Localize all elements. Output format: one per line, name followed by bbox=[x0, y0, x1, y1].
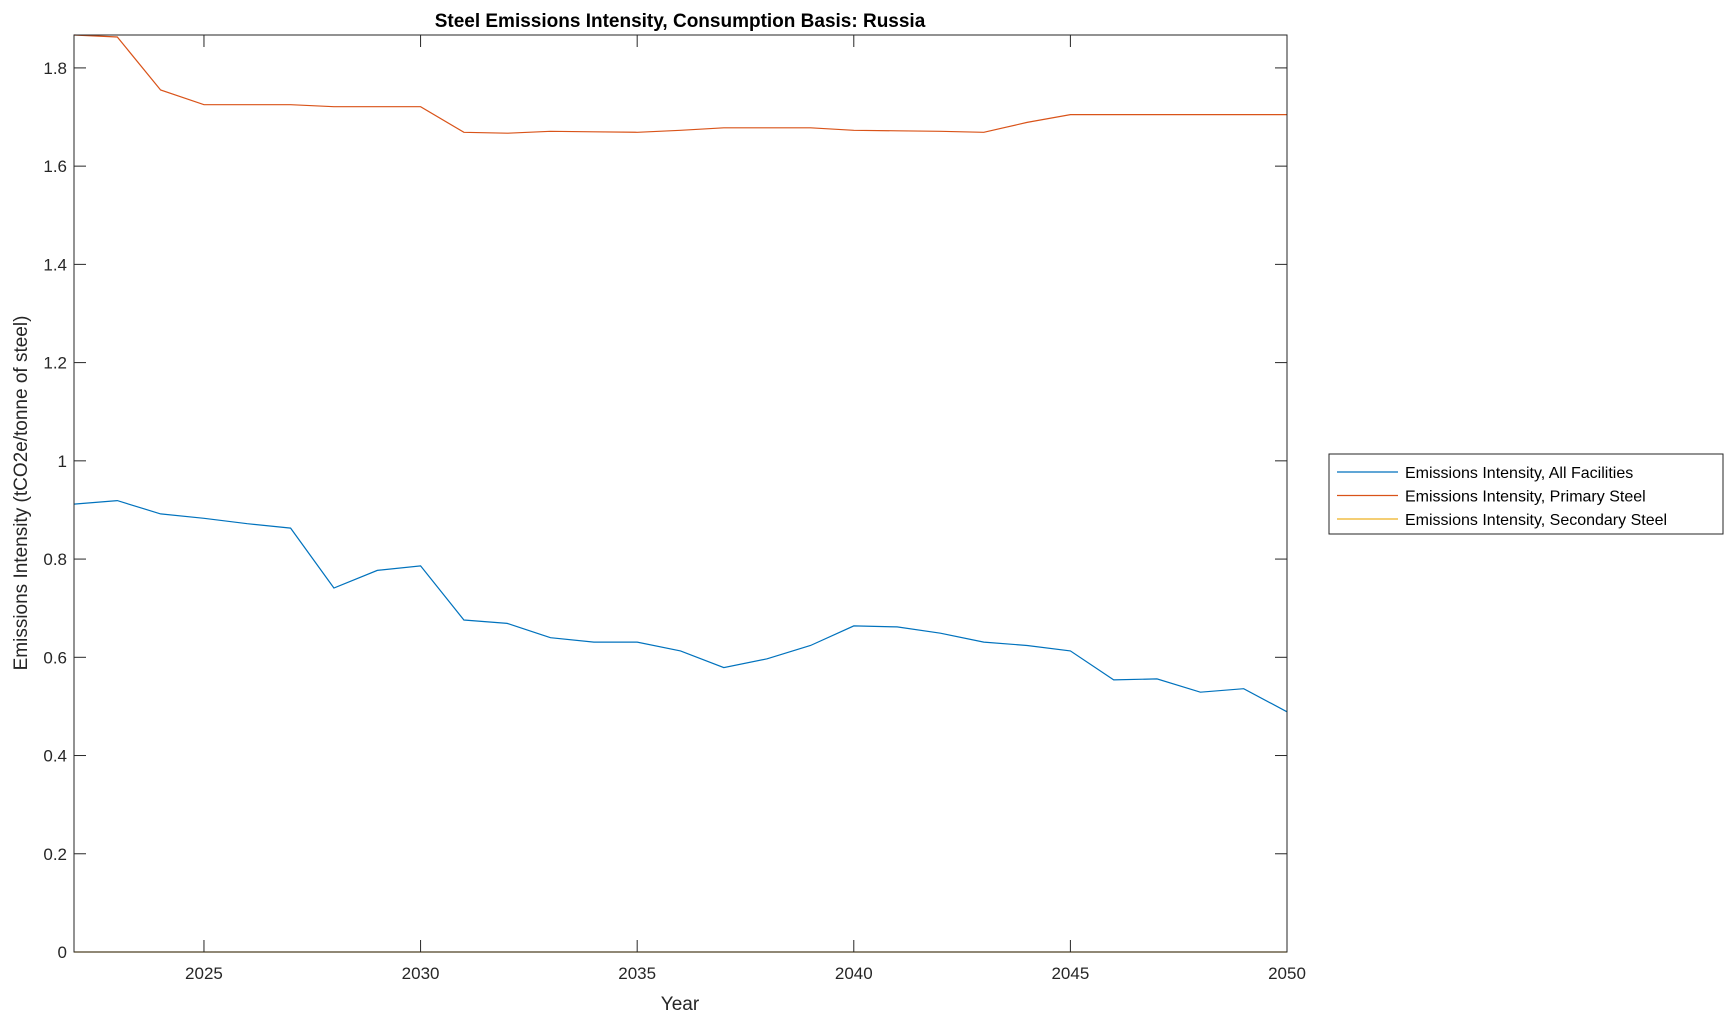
legend: Emissions Intensity, All Facilities Emiss… bbox=[1328, 453, 1724, 535]
x-axis-label: Year bbox=[661, 994, 700, 1015]
series-line-0 bbox=[73, 499, 1288, 713]
y-tick-label: 0.4 bbox=[43, 747, 67, 766]
legend-box bbox=[1328, 453, 1724, 535]
x-tick-label: 2050 bbox=[1268, 964, 1306, 983]
x-tick-label: 2040 bbox=[835, 964, 873, 983]
plot-area bbox=[74, 35, 1287, 952]
legend-label: Emissions Intensity, Primary Steel bbox=[1405, 489, 1646, 506]
y-tick-label: 1.2 bbox=[43, 354, 67, 373]
y-tick-label: 0.6 bbox=[43, 648, 67, 667]
y-tick-label: 1 bbox=[58, 452, 67, 471]
legend-item: Emissions Intensity, Primary Steel bbox=[1337, 489, 1646, 506]
y-axis-label: Emissions Intensity (tCO2e/tonne of stee… bbox=[11, 316, 32, 671]
tick-layer: 2025 2030 2035 2040 2045 2050 0 0.2 0.4 0.6 0.8 1 1.… bbox=[43, 35, 1306, 983]
x-tick-label: 2025 bbox=[185, 964, 223, 983]
x-tick-label: 2045 bbox=[1051, 964, 1089, 983]
legend-label: Emissions Intensity, All Facilities bbox=[1405, 465, 1633, 482]
y-tick-label: 1.8 bbox=[43, 59, 67, 78]
axes-box bbox=[73, 34, 1288, 953]
chart-title: Steel Emissions Intensity, Consumption B… bbox=[435, 11, 926, 32]
series-line-1 bbox=[73, 34, 1287, 134]
legend-label: Emissions Intensity, Secondary Steel bbox=[1405, 512, 1667, 529]
y-tick-label: 0.2 bbox=[43, 845, 67, 864]
y-tick-label: 0 bbox=[58, 943, 67, 962]
y-tick-label: 1.4 bbox=[43, 255, 67, 274]
x-tick-label: 2030 bbox=[402, 964, 440, 983]
y-tick-label: 0.8 bbox=[43, 550, 67, 569]
x-tick-label: 2035 bbox=[618, 964, 656, 983]
legend-item: Emissions Intensity, All Facilities bbox=[1337, 465, 1633, 482]
legend-item: Emissions Intensity, Secondary Steel bbox=[1337, 512, 1667, 529]
y-tick-label: 1.6 bbox=[43, 157, 67, 176]
